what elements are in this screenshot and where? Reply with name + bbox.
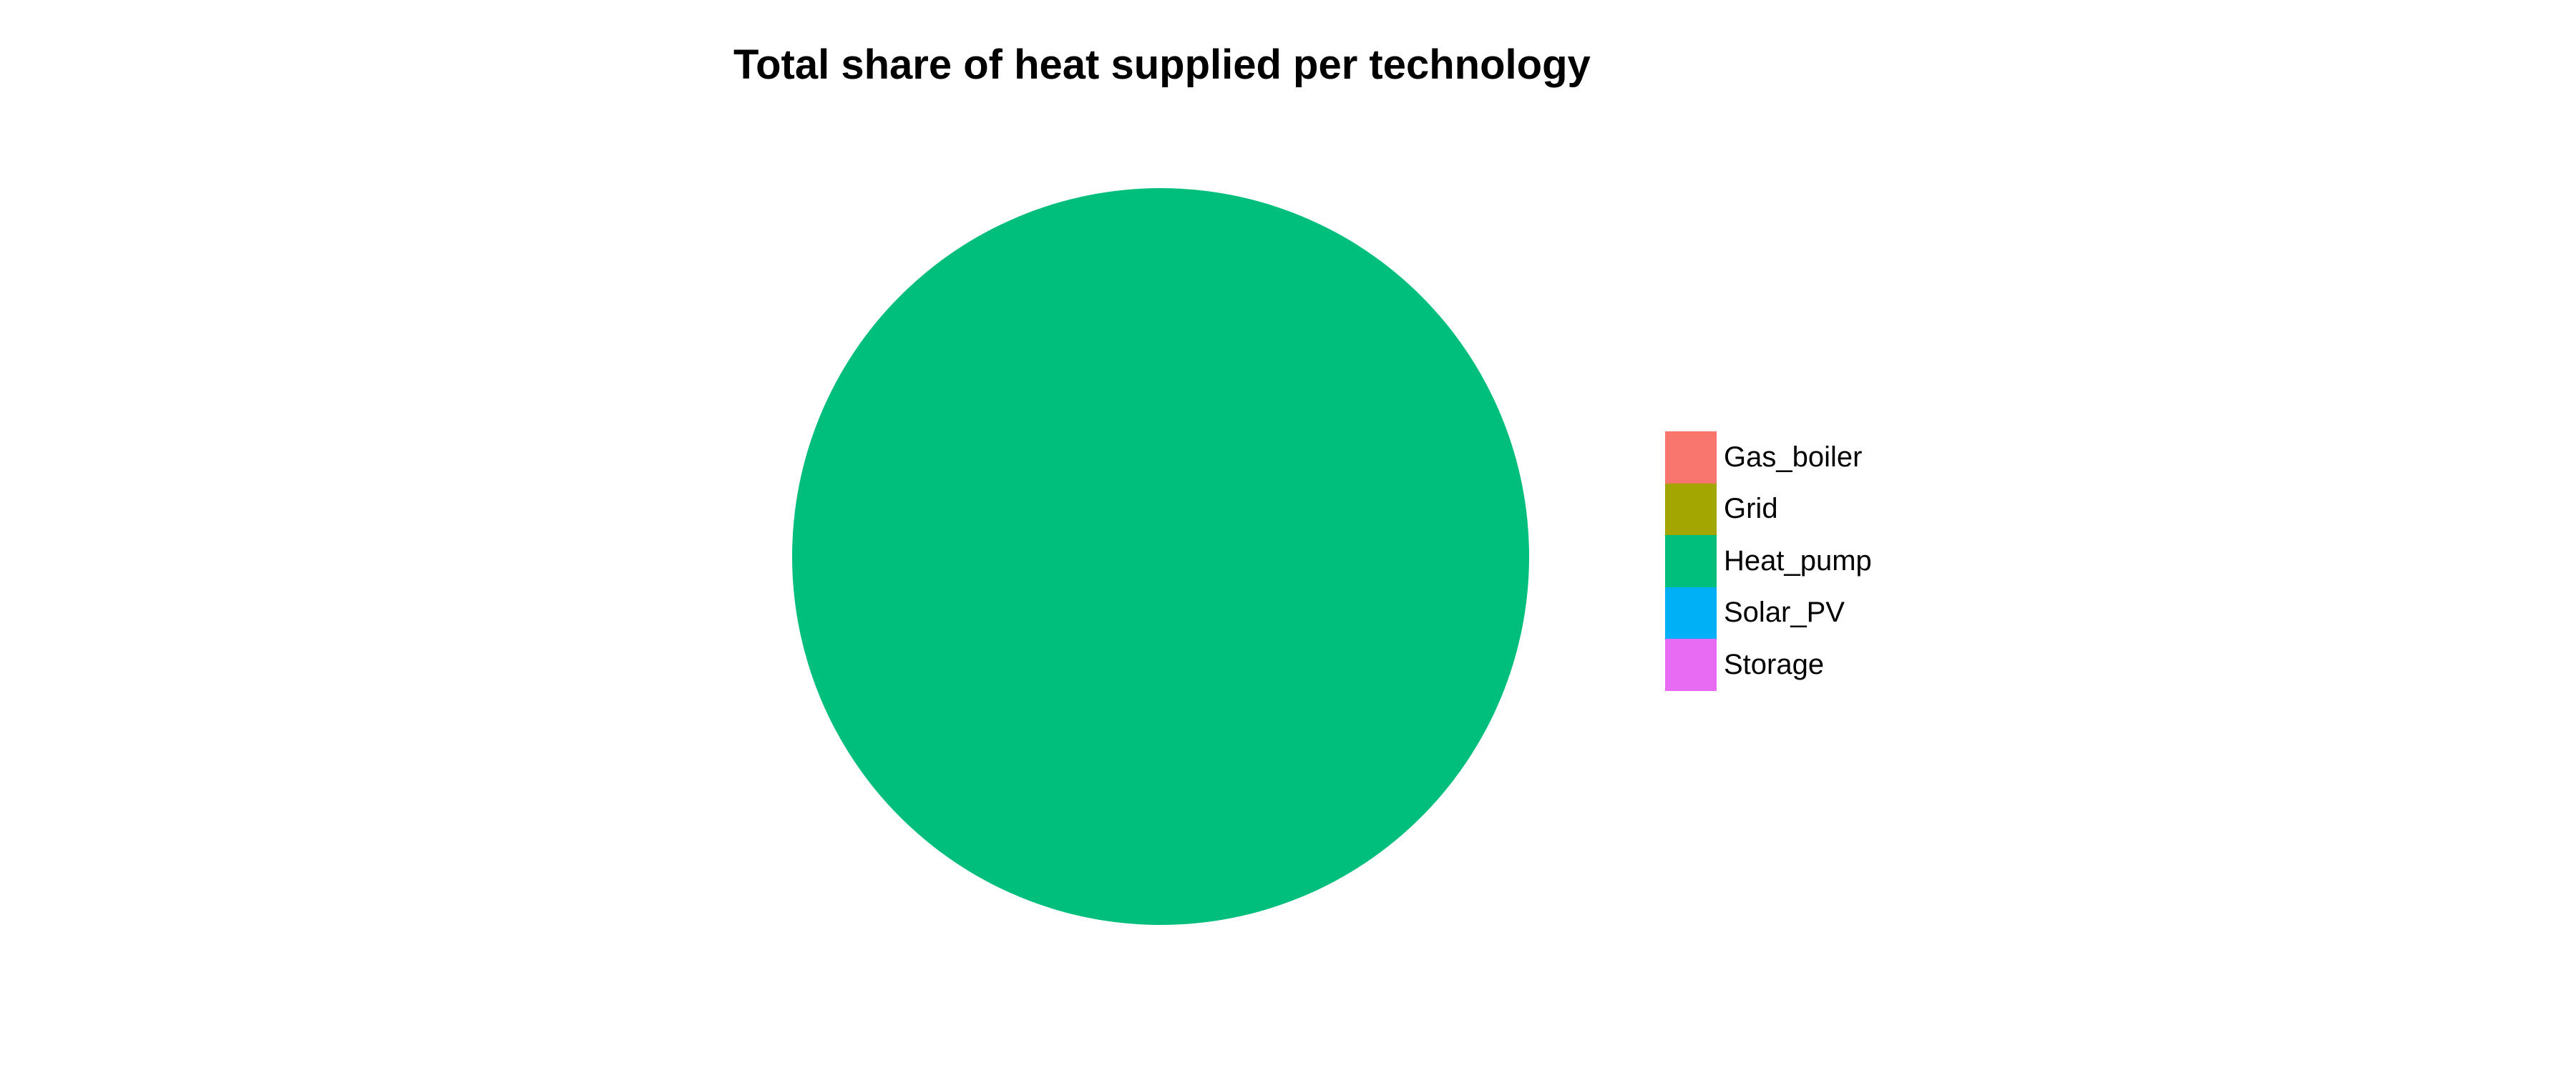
legend-item-storage: Storage xyxy=(1665,639,1872,691)
legend-label-heat-pump: Heat_pump xyxy=(1724,544,1872,577)
legend-key-storage xyxy=(1665,639,1717,691)
legend-item-gas-boiler: Gas_boiler xyxy=(1665,431,1872,484)
pie-slices xyxy=(792,188,1529,925)
legend-key-heat-pump xyxy=(1665,535,1717,587)
legend-label-grid: Grid xyxy=(1724,493,1778,525)
legend: Gas_boiler Grid Heat_pump Solar_PV Storage xyxy=(1665,431,1872,691)
chart-title: Total share of heat supplied per technol… xyxy=(733,41,1591,88)
legend-label-gas-boiler: Gas_boiler xyxy=(1724,441,1863,473)
legend-key-gas-boiler xyxy=(1665,431,1717,484)
legend-item-grid: Grid xyxy=(1665,483,1872,535)
legend-item-heat-pump: Heat_pump xyxy=(1665,535,1872,587)
legend-label-storage: Storage xyxy=(1724,648,1825,680)
legend-label-solar-pv: Solar_PV xyxy=(1724,597,1845,629)
legend-key-grid xyxy=(1665,483,1717,535)
legend-item-solar-pv: Solar_PV xyxy=(1665,587,1872,639)
pie-slice-heat-pump xyxy=(792,188,1529,925)
legend-key-solar-pv xyxy=(1665,587,1717,639)
